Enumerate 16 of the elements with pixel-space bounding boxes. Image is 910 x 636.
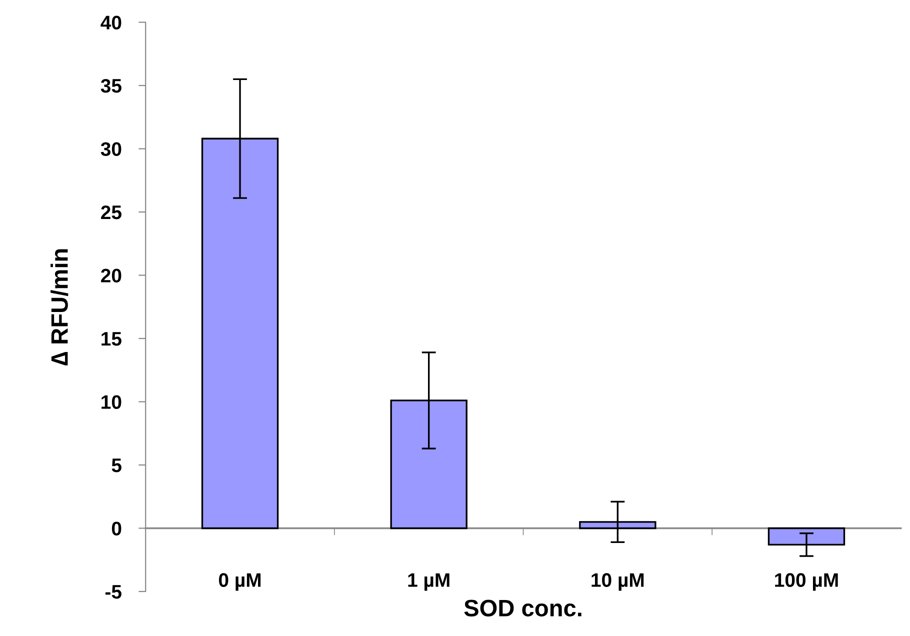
y-tick-label: 20 bbox=[101, 268, 122, 282]
y-tick-label: 15 bbox=[102, 332, 122, 346]
y-tick-label: 0 bbox=[112, 522, 122, 536]
y-tick-label: -5 bbox=[105, 585, 122, 599]
x-tick-label: 10 µM bbox=[592, 573, 644, 591]
y-tick-label: 5 bbox=[112, 458, 122, 472]
y-tick-label: 30 bbox=[100, 142, 122, 156]
y-tick-label: 35 bbox=[100, 78, 122, 93]
x-tick-label: 0 µM bbox=[218, 573, 261, 591]
x-tick-label: 100 µM bbox=[775, 573, 838, 591]
x-axis-title: SOD conc. bbox=[464, 600, 582, 616]
x-tick-label: 1 µM bbox=[408, 573, 450, 591]
y-axis-title: ∆ RFU/min bbox=[50, 249, 68, 366]
y-tick-label: 40 bbox=[100, 16, 122, 30]
y-tick-label: 25 bbox=[101, 205, 122, 220]
y-tick-label: 10 bbox=[102, 395, 122, 409]
